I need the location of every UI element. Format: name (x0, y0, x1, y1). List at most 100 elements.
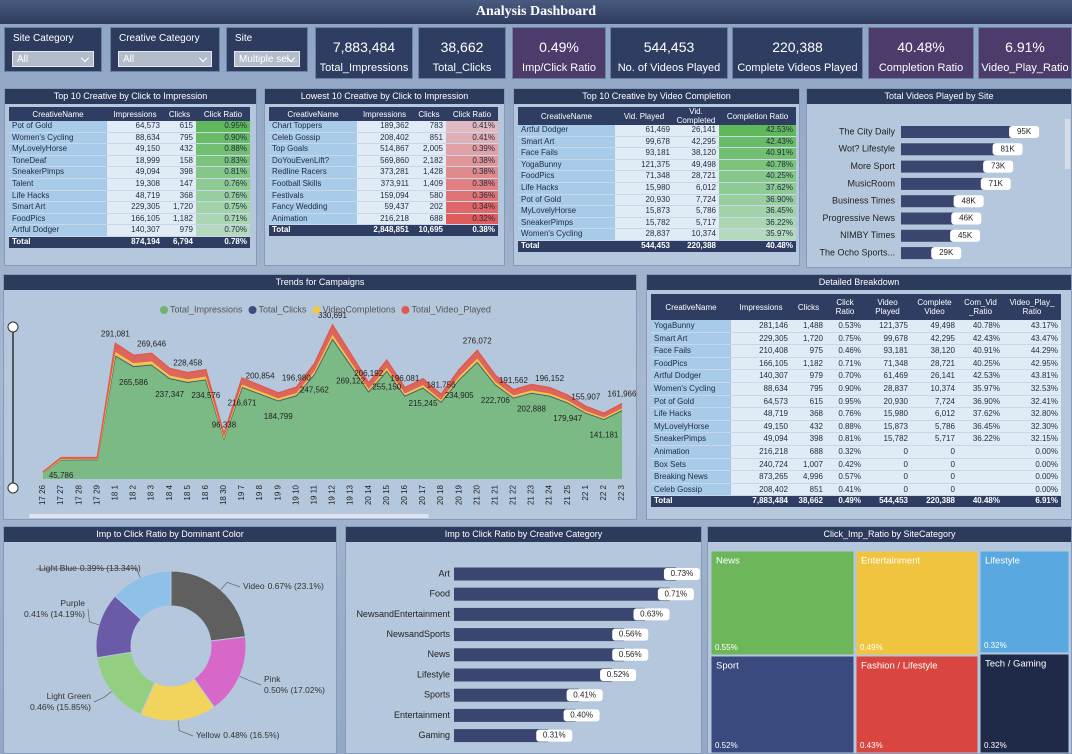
bar (901, 212, 956, 225)
slice-name: Purple (60, 598, 85, 608)
table-row: Women's Cycling 88,634 795 0.90% 28,837 10,37… (651, 382, 1061, 396)
table-cell: 6,012 (673, 182, 719, 195)
total-cell: 544,453 (864, 495, 911, 507)
table-row: Artful Dodger 140,307 979 0.70% 61,469 26,141… (651, 369, 1061, 383)
slicer-dropdown[interactable]: All (12, 51, 94, 67)
column-header: Clicks (412, 107, 446, 121)
slicer-dropdown[interactable]: Multiple sel... (234, 51, 300, 67)
slicer[interactable]: Site Category All (4, 27, 102, 72)
x-tick-label: 21 23 (527, 484, 536, 505)
value-label: 0.56% (619, 630, 642, 639)
column-header: Completion Ratio (719, 107, 796, 125)
x-tick-label: 21 24 (545, 484, 554, 505)
value-label-box (536, 729, 573, 742)
treemap-cell (979, 550, 1070, 654)
x-tick-label: 17 27 (56, 484, 65, 505)
value-label: 81K (1000, 144, 1015, 153)
table-cell: Celeb Gossip (269, 132, 357, 145)
slicer[interactable]: Site Multiple sel... (226, 27, 308, 72)
table-cell: 1,182 (791, 357, 826, 371)
table-cell: SneakerPimps (518, 217, 615, 230)
table-cell: 0.32% (446, 213, 498, 226)
table-cell: 40.91% (958, 344, 1003, 358)
table-cell: 0.32% (826, 445, 864, 459)
table-cell: 36.90% (958, 395, 1003, 409)
leader-line (93, 691, 112, 703)
table-cell: 0.39% (446, 143, 498, 156)
bar (901, 177, 985, 190)
slice-label: Yellow 0.48% (16.5%) (196, 730, 280, 740)
table-cell: 147 (163, 178, 196, 191)
table-cell: 216,218 (731, 445, 791, 459)
table-cell: 28,837 (615, 228, 673, 241)
table-cell: Women's Cycling (651, 382, 731, 396)
data-label: 276,072 (463, 337, 492, 346)
table-cell: 28,721 (911, 357, 958, 371)
table-cell: 398 (791, 432, 826, 446)
slider-handle[interactable] (7, 321, 19, 333)
value-label: 71K (989, 179, 1004, 188)
slicer-label: Creative Category (119, 33, 200, 44)
dropdown-chevron (286, 53, 296, 63)
category-label: Progressive News (822, 213, 895, 223)
value-label: 0.71% (664, 589, 687, 598)
x-tick-label: 22 3 (617, 484, 626, 500)
column-header: Impressions (107, 107, 163, 121)
table-cell: Life Hacks (518, 182, 615, 195)
table-cell: 5,786 (673, 205, 719, 218)
table-cell: 1,409 (412, 178, 446, 191)
table-cell: Smart Art (518, 136, 615, 149)
slicer-dropdown[interactable]: All (118, 51, 212, 67)
table-cell: 40.91% (719, 147, 796, 160)
slider-handle[interactable] (7, 482, 19, 494)
total-cell: 220,388 (673, 240, 719, 252)
table-cell: 88,634 (731, 382, 791, 396)
cell-value: 0.43% (860, 741, 883, 750)
x-tick-label: 19 9 (273, 484, 282, 500)
table-cell: 36.22% (958, 432, 1003, 446)
table-cell: 64,573 (731, 395, 791, 409)
total-cell: 6.91% (1003, 495, 1061, 507)
data-table: CreativeName Impressions Clicks Click Ratio… (9, 107, 250, 248)
leader-line (239, 675, 262, 686)
table-row: Chart Toppers 189,362 783 0.41% (269, 121, 498, 133)
table-cell: 216,218 (357, 213, 412, 226)
table-cell: 873,265 (731, 470, 791, 484)
x-tick-label: 20 16 (400, 484, 409, 505)
kpi-card: 6.91% Video_Play_Ratio (978, 27, 1072, 79)
table-cell: 18,999 (107, 155, 163, 168)
category-label: Wot? Lifestyle (839, 144, 895, 154)
table-cell: 0 (911, 458, 958, 472)
bar (454, 708, 576, 722)
table-row: Box Sets 240,724 1,007 0.42% 0 0 0.00% (651, 458, 1061, 472)
table-cell: 0 (864, 470, 911, 484)
panel-title: Click_Imp_Ratio by SiteCategory (708, 527, 1071, 542)
leader-line (177, 720, 194, 737)
table-row: FoodPics 71,348 28,721 40.25% (518, 170, 796, 183)
panel-title: Imp to Click Ratio by Dominant Color (4, 527, 336, 542)
table-row: Life Hacks 48,719 368 0.76% (9, 190, 250, 203)
panel: Top 10 Creative by Click to Impression Cr… (4, 88, 257, 266)
data-label: 247,562 (300, 386, 329, 395)
table-cell: Box Sets (651, 458, 731, 472)
table-cell: Pot of Gold (518, 194, 615, 207)
treemap-cell (979, 653, 1070, 753)
value-label-box (663, 568, 700, 580)
table-row: Festivals 159,094 580 0.36% (269, 190, 498, 203)
panel: Click_Imp_Ratio by SiteCategory News 0.55%… (707, 526, 1072, 754)
table-cell: 42.43% (719, 136, 796, 149)
total-cell: 6,794 (163, 236, 196, 248)
table-cell: 35.97% (958, 382, 1003, 396)
dropdown-chevron (80, 53, 90, 63)
table-cell: 0.00% (1003, 458, 1061, 472)
table-cell: Face Fails (518, 147, 615, 160)
kpi-card: 220,388 Complete Videos Played (732, 27, 863, 79)
total-cell: 40.48% (719, 240, 796, 252)
slice-label: Purple 0.41% (14.19%) (24, 598, 85, 619)
table-cell: 15,873 (864, 420, 911, 434)
table-cell: 795 (791, 382, 826, 396)
table-cell: Artful Dodger (518, 125, 615, 137)
kpi-value: 0.49% (539, 39, 579, 55)
slicer[interactable]: Creative Category All (110, 27, 220, 72)
table-cell: 42,295 (673, 136, 719, 149)
